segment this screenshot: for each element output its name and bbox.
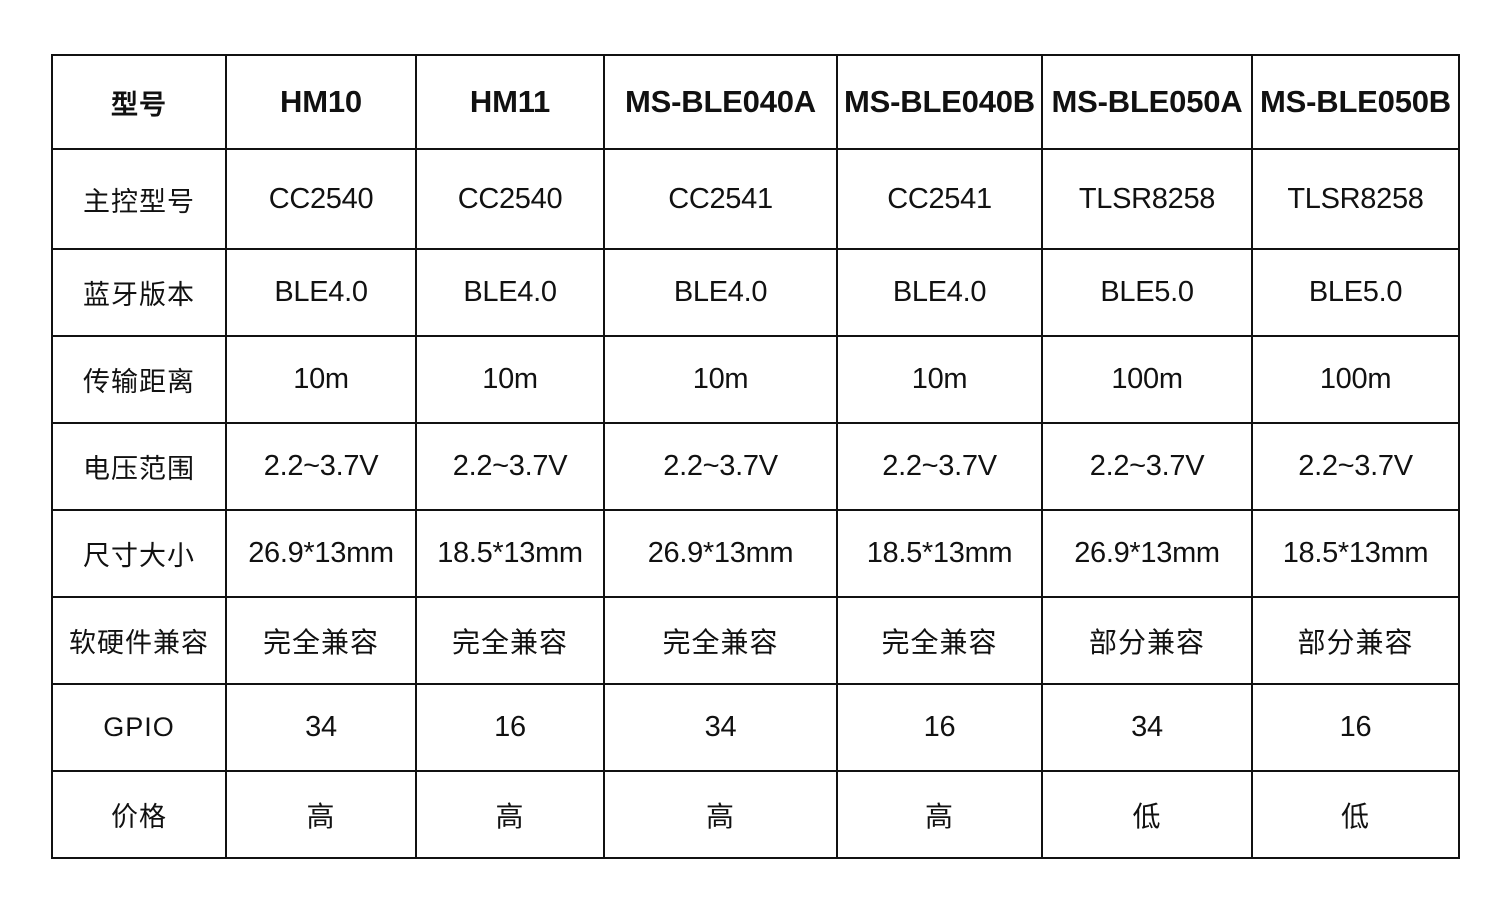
cell-transmission-distance-hm11: 10m xyxy=(415,335,605,424)
cell-gpio-hm11: 16 xyxy=(415,683,605,772)
cell-mcu-model-hm10: CC2540 xyxy=(225,148,417,250)
cell-price-hm10: 高 xyxy=(225,770,417,859)
table-corner-label: 型号 xyxy=(51,54,227,150)
row-label-transmission-distance: 传输距离 xyxy=(51,335,227,424)
cell-voltage-range-msble040a: 2.2~3.7V xyxy=(603,422,838,511)
cell-compatibility-msble050a: 部分兼容 xyxy=(1041,596,1253,685)
cell-mcu-model-msble050b: TLSR8258 xyxy=(1251,148,1460,250)
cell-gpio-msble050a: 34 xyxy=(1041,683,1253,772)
row-label-dimensions: 尺寸大小 xyxy=(51,509,227,598)
cell-voltage-range-msble040b: 2.2~3.7V xyxy=(836,422,1043,511)
cell-gpio-msble040a: 34 xyxy=(603,683,838,772)
cell-price-msble040b: 高 xyxy=(836,770,1043,859)
cell-bluetooth-version-msble040a: BLE4.0 xyxy=(603,248,838,337)
cell-price-msble050b: 低 xyxy=(1251,770,1460,859)
table-row: 传输距离 10m 10m 10m 10m 100m 100m xyxy=(51,335,1460,424)
cell-voltage-range-msble050b: 2.2~3.7V xyxy=(1251,422,1460,511)
cell-compatibility-hm11: 完全兼容 xyxy=(415,596,605,685)
cell-compatibility-msble040a: 完全兼容 xyxy=(603,596,838,685)
cell-voltage-range-msble050a: 2.2~3.7V xyxy=(1041,422,1253,511)
cell-dimensions-hm10: 26.9*13mm xyxy=(225,509,417,598)
table-row: GPIO 34 16 34 16 34 16 xyxy=(51,683,1460,772)
spec-comparison-table-container: 型号 HM10 HM11 MS-BLE040A MS-BLE040B MS-BL… xyxy=(51,54,1460,859)
table-header-row: 型号 HM10 HM11 MS-BLE040A MS-BLE040B MS-BL… xyxy=(51,54,1460,150)
cell-compatibility-msble040b: 完全兼容 xyxy=(836,596,1043,685)
cell-bluetooth-version-msble040b: BLE4.0 xyxy=(836,248,1043,337)
cell-mcu-model-msble050a: TLSR8258 xyxy=(1041,148,1253,250)
cell-gpio-hm10: 34 xyxy=(225,683,417,772)
row-label-price: 价格 xyxy=(51,770,227,859)
table-row: 电压范围 2.2~3.7V 2.2~3.7V 2.2~3.7V 2.2~3.7V… xyxy=(51,422,1460,511)
column-header-4: MS-BLE040B xyxy=(836,54,1043,150)
cell-dimensions-msble040b: 18.5*13mm xyxy=(836,509,1043,598)
row-label-voltage-range: 电压范围 xyxy=(51,422,227,511)
table-header: 型号 HM10 HM11 MS-BLE040A MS-BLE040B MS-BL… xyxy=(51,54,1460,150)
cell-gpio-msble040b: 16 xyxy=(836,683,1043,772)
cell-gpio-msble050b: 16 xyxy=(1251,683,1460,772)
cell-mcu-model-msble040b: CC2541 xyxy=(836,148,1043,250)
cell-price-hm11: 高 xyxy=(415,770,605,859)
row-label-gpio: GPIO xyxy=(51,683,227,772)
column-header-5: MS-BLE050A xyxy=(1041,54,1253,150)
table-body: 主控型号 CC2540 CC2540 CC2541 CC2541 TLSR825… xyxy=(51,148,1460,859)
cell-compatibility-msble050b: 部分兼容 xyxy=(1251,596,1460,685)
column-header-3: MS-BLE040A xyxy=(603,54,838,150)
table-row: 尺寸大小 26.9*13mm 18.5*13mm 26.9*13mm 18.5*… xyxy=(51,509,1460,598)
row-label-hw-sw-compatibility: 软硬件兼容 xyxy=(51,596,227,685)
table-row: 价格 高 高 高 高 低 低 xyxy=(51,770,1460,859)
cell-bluetooth-version-hm11: BLE4.0 xyxy=(415,248,605,337)
cell-bluetooth-version-msble050a: BLE5.0 xyxy=(1041,248,1253,337)
table-row: 蓝牙版本 BLE4.0 BLE4.0 BLE4.0 BLE4.0 BLE5.0 … xyxy=(51,248,1460,337)
row-label-bluetooth-version: 蓝牙版本 xyxy=(51,248,227,337)
cell-price-msble050a: 低 xyxy=(1041,770,1253,859)
cell-transmission-distance-msble050a: 100m xyxy=(1041,335,1253,424)
column-header-2: HM11 xyxy=(415,54,605,150)
cell-transmission-distance-msble040a: 10m xyxy=(603,335,838,424)
cell-mcu-model-msble040a: CC2541 xyxy=(603,148,838,250)
cell-transmission-distance-msble050b: 100m xyxy=(1251,335,1460,424)
table-row: 主控型号 CC2540 CC2540 CC2541 CC2541 TLSR825… xyxy=(51,148,1460,250)
cell-bluetooth-version-hm10: BLE4.0 xyxy=(225,248,417,337)
cell-transmission-distance-msble040b: 10m xyxy=(836,335,1043,424)
row-label-mcu-model: 主控型号 xyxy=(51,148,227,250)
column-header-6: MS-BLE050B xyxy=(1251,54,1460,150)
cell-transmission-distance-hm10: 10m xyxy=(225,335,417,424)
cell-mcu-model-hm11: CC2540 xyxy=(415,148,605,250)
cell-voltage-range-hm10: 2.2~3.7V xyxy=(225,422,417,511)
cell-dimensions-hm11: 18.5*13mm xyxy=(415,509,605,598)
cell-voltage-range-hm11: 2.2~3.7V xyxy=(415,422,605,511)
cell-dimensions-msble040a: 26.9*13mm xyxy=(603,509,838,598)
column-header-1: HM10 xyxy=(225,54,417,150)
table-row: 软硬件兼容 完全兼容 完全兼容 完全兼容 完全兼容 部分兼容 部分兼容 xyxy=(51,596,1460,685)
cell-bluetooth-version-msble050b: BLE5.0 xyxy=(1251,248,1460,337)
cell-dimensions-msble050b: 18.5*13mm xyxy=(1251,509,1460,598)
cell-price-msble040a: 高 xyxy=(603,770,838,859)
ble-module-comparison-table: 型号 HM10 HM11 MS-BLE040A MS-BLE040B MS-BL… xyxy=(51,54,1460,859)
cell-compatibility-hm10: 完全兼容 xyxy=(225,596,417,685)
cell-dimensions-msble050a: 26.9*13mm xyxy=(1041,509,1253,598)
